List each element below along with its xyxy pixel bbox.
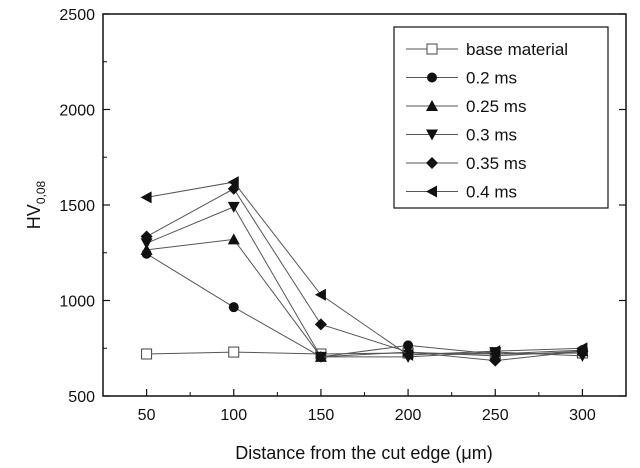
series-line [146, 181, 583, 356]
data-point [140, 243, 153, 255]
plot-layer [140, 176, 589, 367]
data-point [227, 201, 240, 213]
legend: base material 0.2 ms 0.25 ms 0.3 ms 0.35 ms 0… [393, 26, 609, 209]
x-tick-label: 50 [138, 407, 156, 424]
data-point [314, 318, 327, 331]
y-tick-label: 2000 [59, 103, 95, 120]
series-line [146, 206, 583, 358]
series-line [146, 188, 583, 362]
legend-label: 0.2 ms [466, 69, 517, 88]
data-point [227, 176, 239, 189]
y-tick-label: 1500 [59, 198, 95, 215]
y-tick-label: 1000 [59, 294, 95, 311]
y-axis-title-sub: 0,08 [34, 180, 48, 204]
y-axis-title: HV0,08 [24, 180, 48, 229]
legend-marker [426, 43, 438, 55]
y-axis-title-main: HV [24, 204, 44, 229]
x-axis-title: Distance from the cut edge (μm) [235, 443, 492, 463]
legend-label: 0.4 ms [466, 183, 517, 202]
y-tick-label: 500 [68, 389, 95, 406]
legend-item: 0.4 ms [406, 183, 517, 202]
legend-label: 0.35 ms [466, 154, 526, 173]
data-point [140, 191, 152, 204]
series-2 [140, 233, 589, 362]
data-point [314, 288, 326, 301]
legend-item: base material [406, 40, 568, 59]
legend-label: 0.25 ms [466, 97, 526, 116]
data-point [140, 238, 153, 250]
legend-item: 0.2 ms [406, 69, 517, 88]
series-line [146, 253, 583, 358]
data-point [402, 348, 414, 361]
series-1 [141, 248, 588, 362]
x-tick-label: 150 [308, 407, 335, 424]
legend-marker [427, 72, 437, 83]
legend-label: base material [466, 40, 568, 59]
data-point [141, 348, 153, 360]
x-tick-label: 300 [569, 407, 596, 424]
y-tick-label: 2500 [59, 7, 95, 24]
axes-layer: 50 100 150 200 250 300 500 1000 1500 2000 2500 [59, 7, 626, 424]
x-tick-label: 100 [220, 407, 247, 424]
legend-item: 0.35 ms [406, 154, 526, 173]
legend-marker [426, 157, 438, 169]
series-5 [140, 176, 588, 361]
data-point [227, 233, 240, 245]
legend-marker [426, 129, 438, 141]
legend-item: 0.25 ms [406, 97, 526, 116]
series-line [146, 238, 583, 358]
data-point [403, 340, 414, 351]
data-point [314, 351, 327, 363]
data-point [228, 302, 239, 313]
data-point [576, 342, 588, 355]
legend-box [393, 26, 609, 209]
legend-marker [426, 185, 437, 198]
series-4 [140, 182, 589, 367]
x-tick-label: 250 [482, 407, 509, 424]
legend-marker [426, 100, 438, 111]
legend-label: 0.3 ms [466, 126, 517, 145]
x-tick-label: 200 [395, 407, 422, 424]
legend-item: 0.3 ms [406, 126, 517, 145]
data-point [489, 354, 502, 367]
data-point [489, 345, 501, 358]
data-point [228, 346, 240, 358]
data-point [140, 230, 153, 243]
